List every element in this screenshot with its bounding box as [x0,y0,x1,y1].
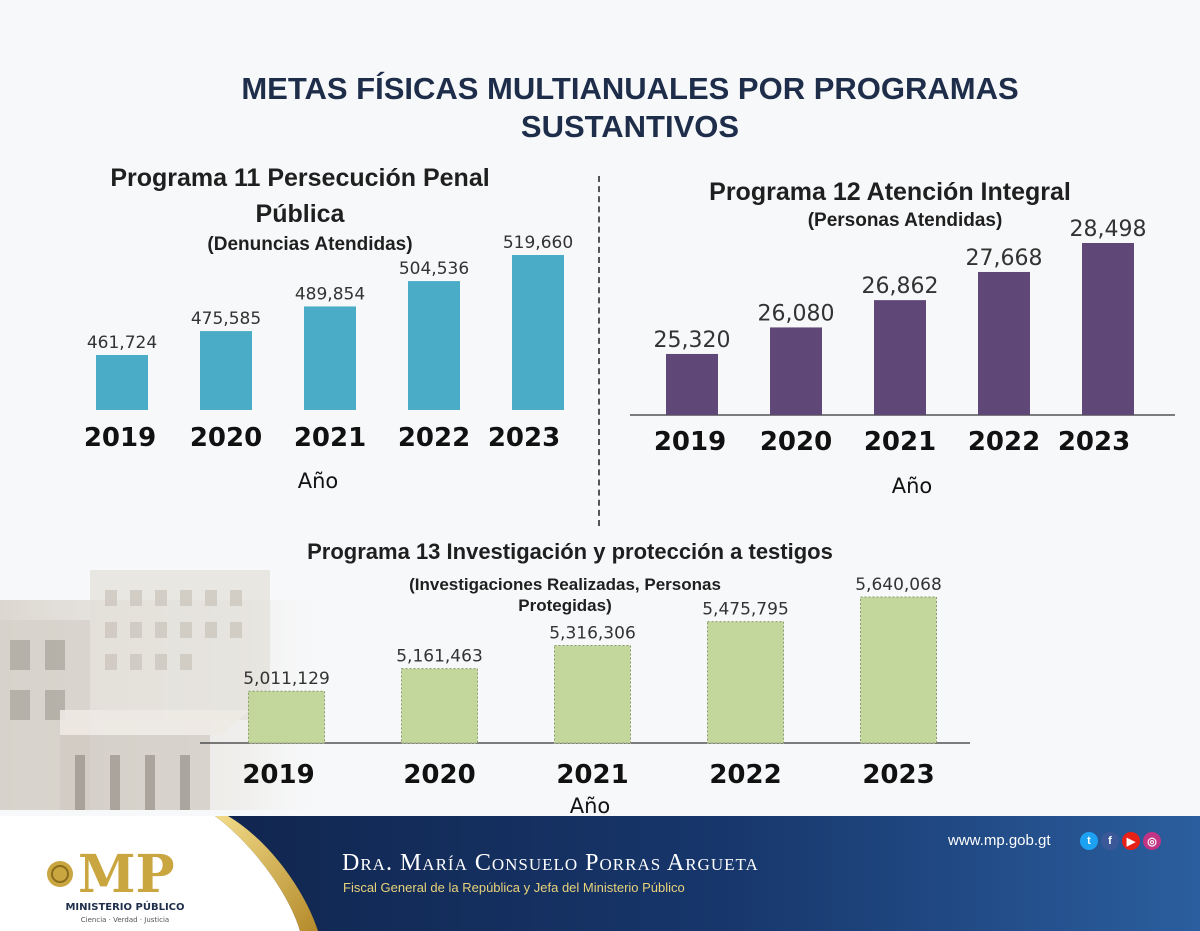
bar-2023 [512,255,564,410]
bar-2020 [200,331,252,410]
footer-name: Dra. María Consuelo Porras Argueta [342,850,759,876]
data-label: 26,862 [862,274,939,299]
chart-3-title: Programa 13 Investigación y protección a… [307,539,833,564]
data-label: 519,660 [503,233,573,253]
x-tick-label: 2020 [190,423,262,453]
twitter-icon[interactable]: t [1080,832,1098,850]
bar-2021 [304,306,356,410]
data-label: 28,498 [1070,217,1147,242]
logo-mp-text: MP [78,844,175,905]
data-label: 5,316,306 [549,623,636,643]
x-tick-label: 2019 [84,423,156,453]
data-label: 5,161,463 [396,647,483,667]
chart-1-plot: 461,724 2019 475,585 2020 489,854 2021 504,536… [84,233,573,493]
x-tick-label: 2019 [654,427,726,457]
x-tick-label: 2021 [864,427,936,457]
data-label: 475,585 [191,309,261,329]
footer-background [0,816,1200,931]
bar-2020 [401,668,478,744]
mp-logo: MP MINISTERIO PÚBLICO Ciencia · Verdad ·… [47,844,185,924]
data-label: 26,080 [758,301,835,326]
chart-2-title: Programa 12 Atención Integral [709,178,1071,206]
chart-1-title: Programa 11 Persecución Penal Pública [110,164,490,228]
x-axis-label: Año [892,474,933,498]
x-tick-label: 2021 [556,760,628,790]
bar-2019 [666,353,718,415]
x-tick-label: 2022 [709,760,781,790]
chart-3-plot: 5,011,129 2019 5,161,463 2020 5,316,306 2021 5… [200,575,970,818]
x-tick-label: 2023 [862,760,934,790]
page-title: METAS FÍSICAS MULTIANUALES POR PROGRAMAS… [241,71,1019,144]
logo-motto: Ciencia · Verdad · Justicia [81,916,169,924]
data-label: 25,320 [654,328,731,353]
bar-2022 [408,281,460,410]
data-label: 504,536 [399,259,469,279]
footer-role: Fiscal General de la República y Jefa de… [343,880,685,895]
chart-3-subtitle: (Investigaciones Realizadas, Personas Pr… [409,575,721,615]
bar-2023 [860,596,937,744]
x-tick-label: 2021 [294,423,366,453]
x-axis-label: Año [570,794,611,818]
x-tick-label: 2023 [1058,427,1130,457]
facebook-icon[interactable]: f [1101,832,1119,850]
data-label: 461,724 [87,333,157,353]
bar-2020 [770,327,822,415]
data-label: 5,011,129 [243,669,330,689]
footer-banner: MP MINISTERIO PÚBLICO Ciencia · Verdad ·… [0,816,1200,931]
section-divider [598,176,600,526]
chart-2-plot: 25,320 2019 26,080 2020 26,862 2021 27,668 2022… [630,217,1175,498]
x-tick-label: 2020 [760,427,832,457]
x-axis-label: Año [298,469,339,493]
data-label: 5,640,068 [855,575,942,595]
data-label: 27,668 [966,246,1043,271]
data-label: 489,854 [295,284,365,304]
bar-2019 [248,690,325,744]
bar-2019 [96,355,148,410]
bar-2021 [874,300,926,415]
chart-1-subtitle: (Denuncias Atendidas) [207,234,413,255]
x-tick-label: 2022 [398,423,470,453]
logo-caption: MINISTERIO PÚBLICO [65,900,184,913]
bar-2021 [554,644,631,744]
coat-of-arms-icon [47,861,73,887]
bar-2023 [1082,243,1134,415]
data-label: 5,475,795 [702,600,789,620]
x-tick-label: 2019 [242,760,314,790]
social-icons: t f ▶ ◎ [1080,832,1161,850]
x-tick-label: 2023 [488,423,560,453]
youtube-icon[interactable]: ▶ [1122,832,1140,850]
bar-2022 [707,621,784,744]
chart-2-subtitle: (Personas Atendidas) [807,210,1003,231]
x-tick-label: 2020 [403,760,475,790]
instagram-icon[interactable]: ◎ [1143,832,1161,850]
bar-2022 [978,271,1030,415]
website-link[interactable]: www.mp.gob.gt [948,832,1051,849]
x-tick-label: 2022 [968,427,1040,457]
